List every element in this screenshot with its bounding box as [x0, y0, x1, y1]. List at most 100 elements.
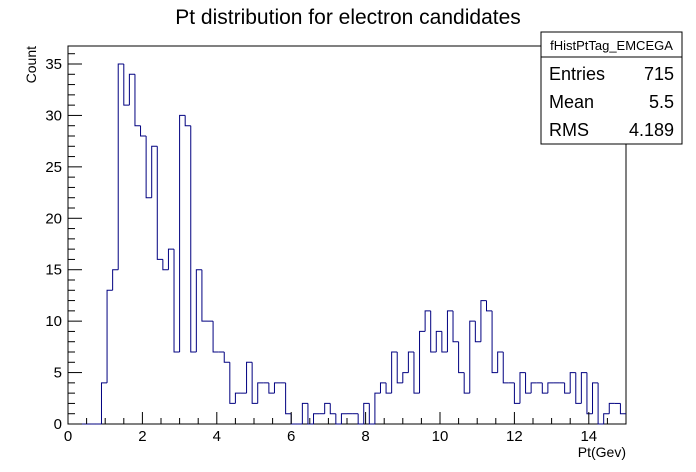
histogram-bin [564, 382, 571, 394]
histogram-bin [407, 351, 414, 373]
histogram-bin [419, 330, 426, 394]
histogram-bin [234, 392, 241, 404]
histogram-bin [324, 402, 331, 414]
x-axis-title: Pt(Gev) [578, 444, 626, 460]
histogram-bin [229, 362, 236, 404]
x-tick-label: 6 [287, 428, 295, 445]
histogram-bin [513, 382, 520, 404]
histogram-bin [424, 310, 431, 332]
stats-box-frame [540, 31, 683, 145]
y-tick-label: 15 [45, 262, 62, 279]
histogram-bin [413, 352, 420, 394]
histogram-bin [491, 310, 498, 374]
histogram-bin [251, 362, 258, 404]
histogram-bin [140, 125, 147, 137]
histogram-bin [458, 341, 465, 374]
histogram-bin [112, 269, 119, 291]
histogram-bin [486, 300, 493, 312]
histogram-bin [497, 351, 504, 373]
histogram-bin [547, 382, 554, 394]
histogram-bin [580, 372, 587, 404]
stats-box: fHistPtTag_EMCEGA Entries 715 Mean 5.5 R… [540, 31, 683, 145]
histogram-bin [307, 403, 314, 425]
y-tick-label: 0 [54, 416, 62, 433]
histogram-bin [541, 382, 548, 394]
histogram-bin [363, 402, 370, 424]
histogram-bin [357, 413, 364, 425]
x-axis: 0 2 4 6 8 10 12 14 [64, 412, 627, 445]
histogram-bin [285, 382, 292, 415]
histogram-bin [592, 382, 599, 414]
histogram-bin [151, 145, 158, 198]
histogram-bin [340, 413, 347, 424]
histogram-bin [435, 330, 442, 352]
histogram-bin [329, 403, 336, 415]
histogram-bin [223, 352, 230, 363]
histogram-bin [190, 125, 197, 353]
histogram-bin [335, 413, 342, 425]
histogram-bin [379, 382, 387, 394]
histogram-bin [246, 361, 253, 394]
y-tick-label: 25 [45, 159, 62, 176]
histogram-bin [608, 402, 615, 414]
histogram-bin [167, 248, 175, 270]
stats-box-title: fHistPtTag_EMCEGA [550, 38, 673, 53]
y-tick-label: 20 [45, 210, 62, 227]
y-tick-label: 5 [54, 365, 62, 382]
histogram-bin [173, 249, 180, 353]
histogram-bin [184, 115, 191, 127]
histogram-bin [212, 321, 219, 353]
x-tick-label: 10 [432, 428, 449, 445]
stats-mean-value: 5.5 [649, 92, 674, 112]
histogram-bin [619, 403, 626, 415]
x-tick-label: 2 [138, 428, 146, 445]
histogram-bin [474, 321, 481, 343]
histogram-bin [441, 331, 448, 353]
histogram-bin [586, 372, 593, 415]
histogram-bin [519, 372, 526, 404]
histogram-bin [603, 413, 610, 424]
histogram-bin [117, 63, 124, 270]
histogram-bin [402, 372, 409, 383]
histogram-bin [374, 392, 381, 424]
histogram-bin [463, 372, 470, 394]
histogram-bin [569, 372, 576, 394]
histogram-bin [452, 310, 459, 343]
histogram-bin [257, 382, 264, 404]
stats-mean-label: Mean [549, 92, 594, 112]
y-tick-label: 30 [45, 107, 62, 124]
histogram-bin [162, 259, 169, 271]
histogram-bin [156, 146, 163, 260]
y-axis: 0 5 10 15 20 25 30 35 [45, 53, 82, 433]
histogram-bin [597, 382, 604, 425]
histogram-bin [469, 320, 476, 394]
x-tick-label: 8 [361, 428, 369, 445]
stats-entries-value: 715 [644, 64, 674, 84]
histogram-bin [106, 289, 113, 383]
y-tick-label: 35 [45, 56, 62, 73]
stats-rms-value: 4.189 [629, 120, 674, 140]
histogram-bins [68, 63, 626, 425]
histogram-bin [430, 310, 437, 353]
x-tick-label: 12 [506, 428, 523, 445]
histogram-bin [525, 372, 532, 394]
histogram-bin [134, 74, 141, 127]
histogram-bin [179, 114, 186, 352]
chart-title: Pt distribution for electron candidates [175, 6, 521, 29]
histogram-bin [268, 382, 275, 394]
histogram-bin [575, 372, 582, 404]
histogram-bin [385, 382, 392, 394]
histogram-bin [446, 310, 454, 352]
histogram-bin [396, 352, 403, 384]
histogram-bin [128, 73, 135, 106]
x-tick-label: 4 [213, 428, 221, 445]
x-tick-label: 0 [64, 428, 72, 445]
histogram-bin [201, 269, 208, 322]
histogram-bin [145, 136, 152, 199]
stats-rms-label: RMS [549, 120, 589, 140]
x-tick-label: 14 [580, 428, 597, 445]
histogram-bin [313, 413, 320, 424]
histogram-bin [530, 382, 537, 394]
